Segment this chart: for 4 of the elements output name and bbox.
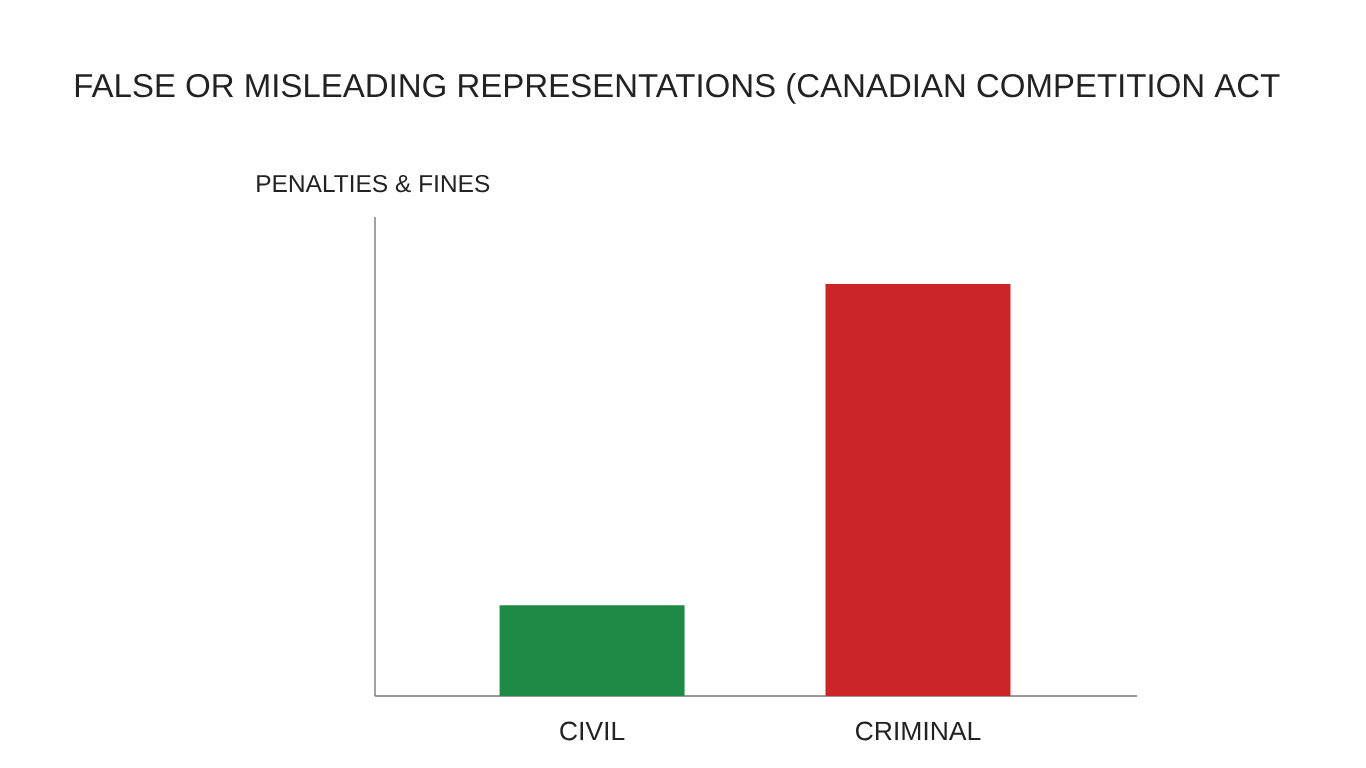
- x-tick-label: CIVIL: [560, 721, 625, 741]
- x-tick-label: CRIMINAL: [856, 721, 981, 741]
- y-axis-title: PENALTIES & FINES: [257, 174, 490, 193]
- chart-title: FALSE OR MISLEADING REPRESENTATIONS (CANADIAN COMPETITION ACT: [75, 73, 1280, 104]
